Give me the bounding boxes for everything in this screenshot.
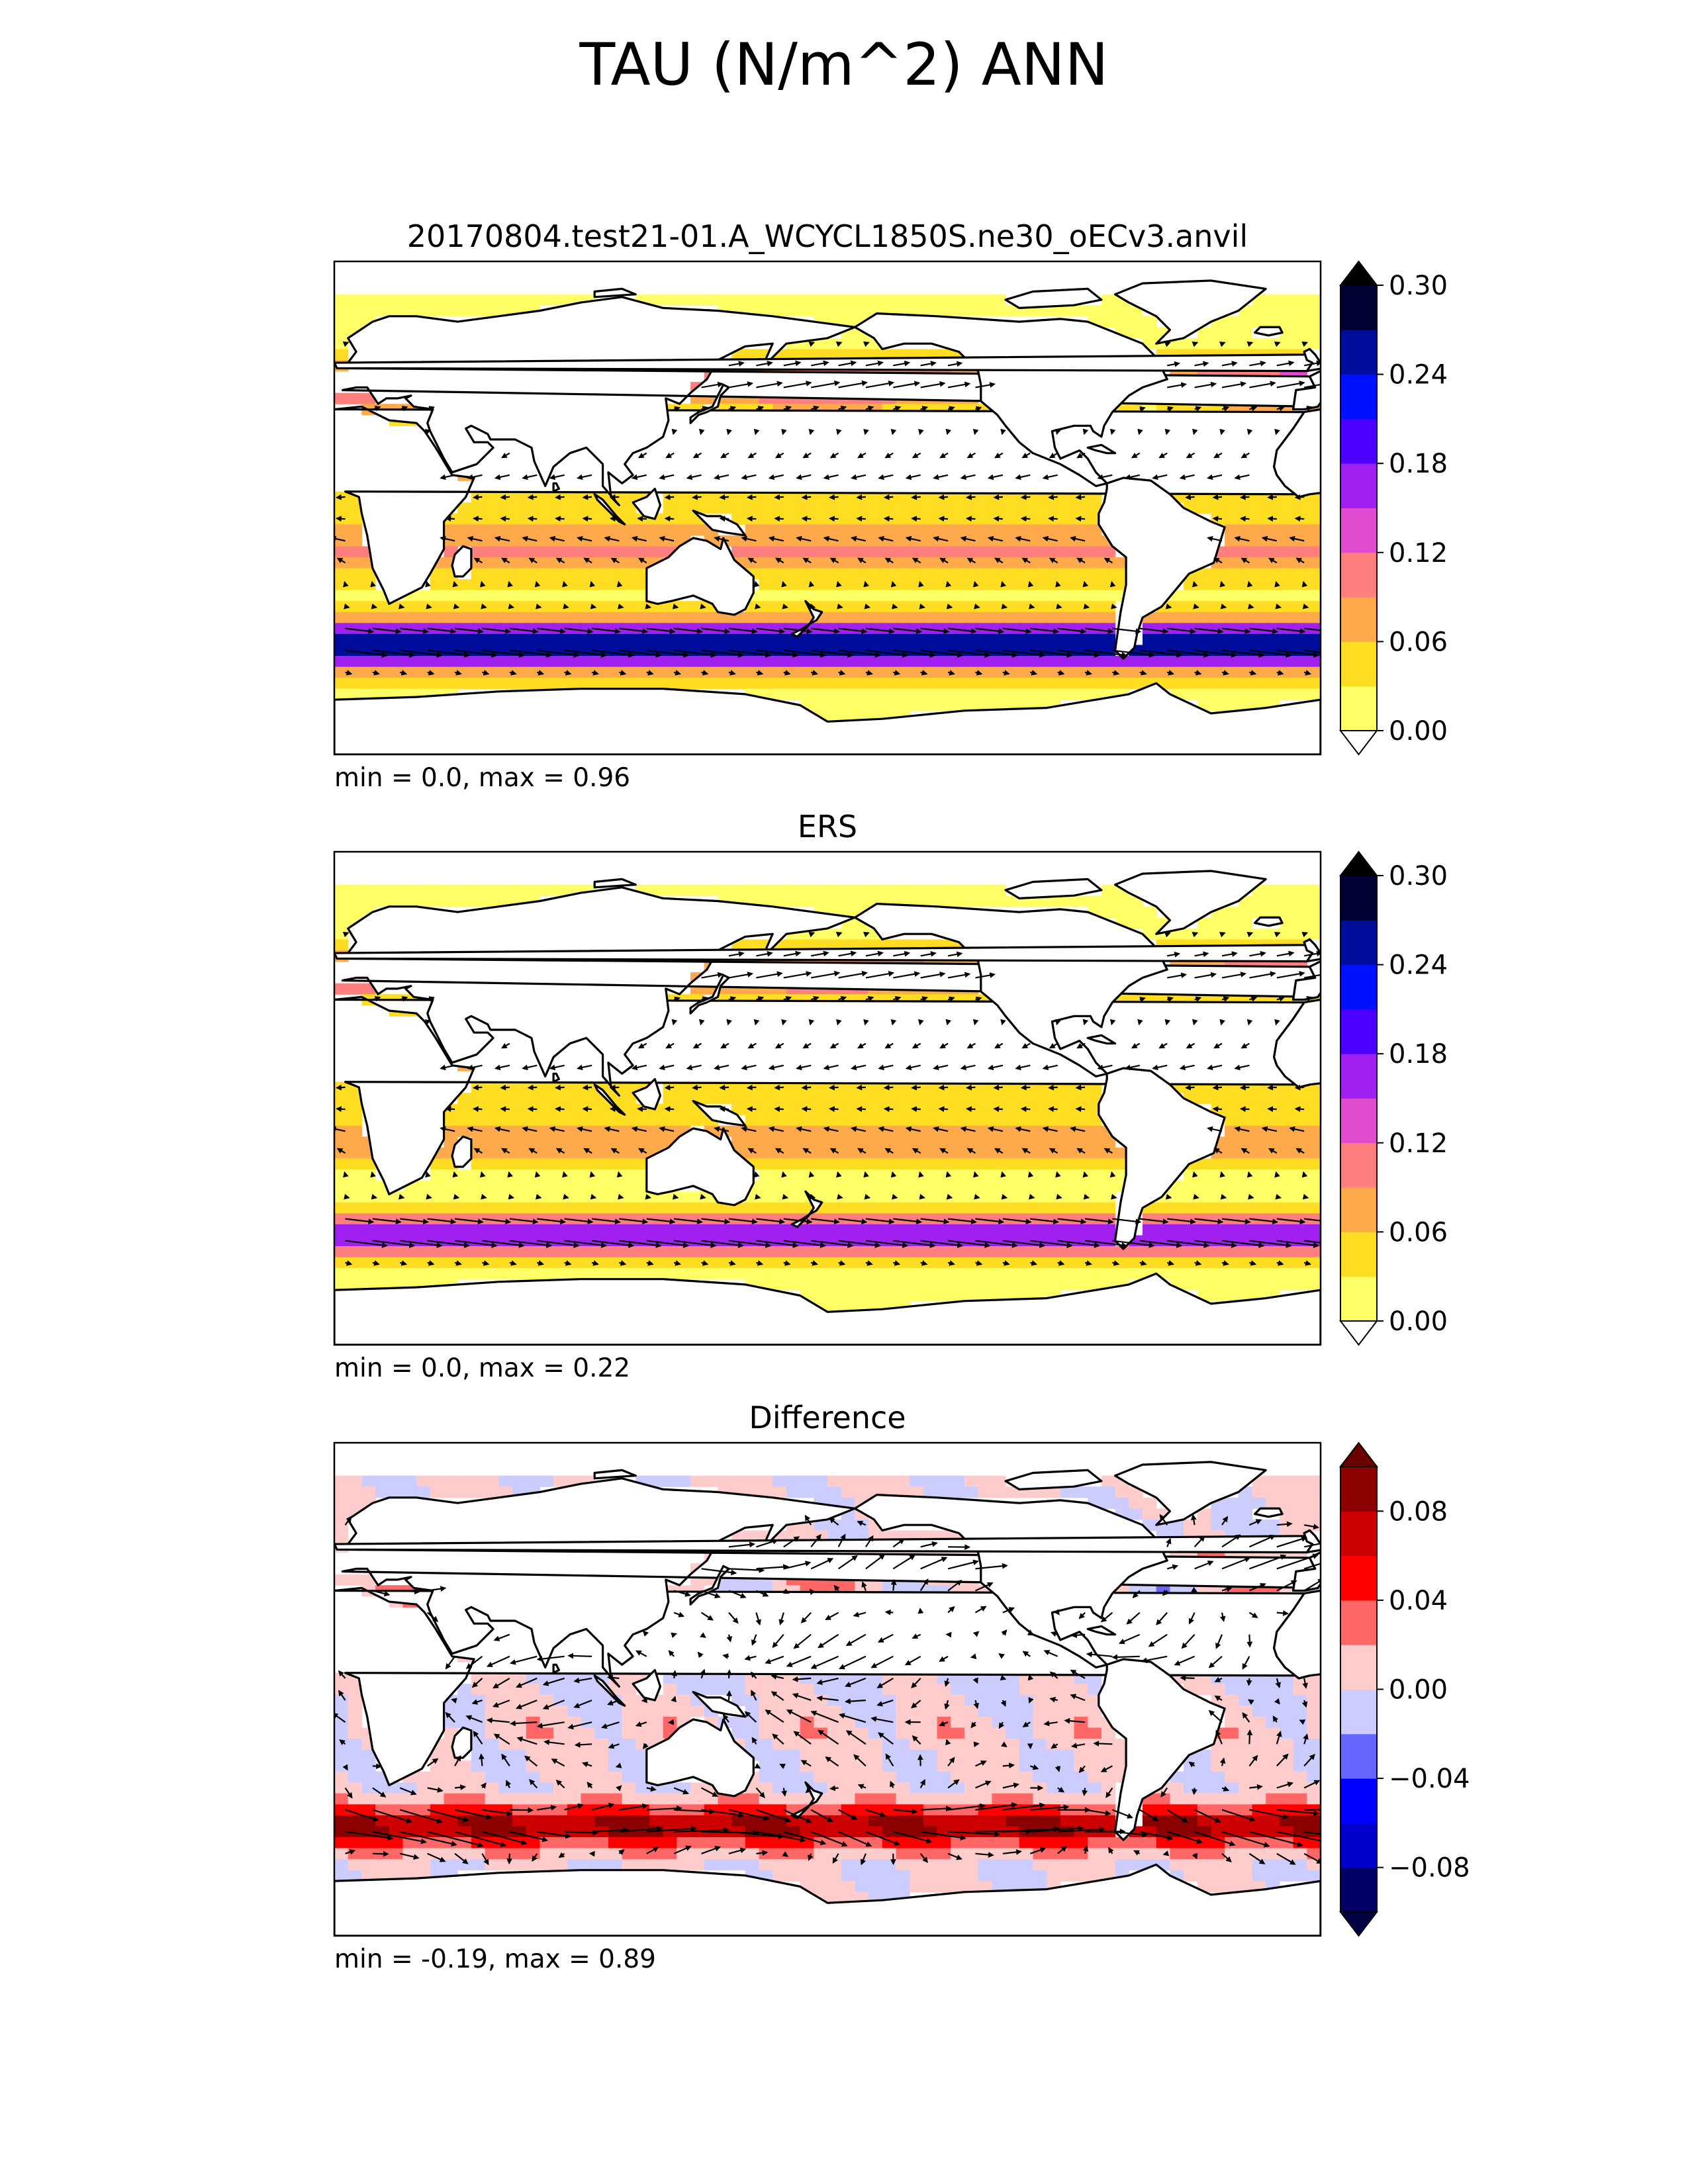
- colorbar-bin: [1340, 418, 1377, 464]
- colorbar-extend-min: [1338, 1320, 1379, 1346]
- colorbar-bin: [1340, 1054, 1377, 1099]
- colorbar-frame: [1340, 875, 1378, 1322]
- colorbar-bin: [1340, 920, 1377, 966]
- colorbar: 0.00 0.06 0.12 0.18 0.24 0.30: [1338, 850, 1448, 1346]
- colorbar-tick-label: 0.24: [1389, 950, 1448, 981]
- colorbar-tick-label: 0.12: [1389, 538, 1448, 569]
- colorbar-bin: [1340, 1187, 1377, 1232]
- colorbar-bin: [1340, 1555, 1377, 1601]
- colorbar-bin: [1340, 1511, 1377, 1557]
- colorbar-bin: [1340, 1733, 1377, 1779]
- colorbar-bin: [1340, 876, 1377, 921]
- colorbar-bin: [1340, 374, 1377, 420]
- colorbar-tick-label: −0.04: [1389, 1764, 1470, 1794]
- map-frame: [333, 1441, 1322, 1937]
- stats-text: min = -0.19, max = 0.89: [334, 1944, 656, 1974]
- coastlines: [334, 279, 1321, 754]
- colorbar-extend-max: [1338, 1441, 1379, 1467]
- colorbar-bin: [1340, 1689, 1377, 1735]
- colorbar-tick-label: 0.04: [1389, 1586, 1448, 1616]
- colorbar-tick-label: 0.30: [1389, 271, 1448, 301]
- colorbar-bin: [1340, 686, 1377, 731]
- colorbar-extend-min: [1338, 1911, 1379, 1937]
- colorbar-bin: [1340, 1142, 1377, 1188]
- colorbar-bin: [1340, 285, 1377, 330]
- colorbar-tick-label: 0.06: [1389, 627, 1448, 657]
- map-frame: [333, 260, 1322, 756]
- colorbar-bin: [1340, 1600, 1377, 1645]
- colorbar-bin: [1340, 1098, 1377, 1144]
- colorbar-bin: [1340, 508, 1377, 553]
- colorbar-tick-label: 0.00: [1389, 1675, 1448, 1706]
- colorbar-tick-label: 0.30: [1389, 861, 1448, 891]
- colorbar-bin: [1340, 1867, 1377, 1913]
- colorbar-tick-label: 0.18: [1389, 449, 1448, 479]
- colorbar-bin: [1340, 1778, 1377, 1823]
- contour-field: [334, 1443, 1321, 1936]
- panel-2: ERS min = 0.0, max = 0.22 0.00 0.06 0.12 0.18…: [333, 809, 1448, 1383]
- contour-field: [334, 261, 1321, 754]
- wind-vectors: [334, 341, 1321, 676]
- colorbar-tick-label: 0.00: [1389, 716, 1448, 747]
- colorbar: −0.08 −0.04 0.00 0.04 0.08: [1338, 1441, 1470, 1937]
- coastlines: [334, 870, 1321, 1345]
- stats-text: min = 0.0, max = 0.96: [334, 763, 630, 793]
- coastlines: [334, 1461, 1321, 1936]
- colorbar-tick-label: 0.12: [1389, 1128, 1448, 1159]
- panel-1: 20170804.test21-01.A_WCYCL1850S.ne30_oEC…: [333, 218, 1448, 793]
- colorbar-tick-label: 0.18: [1389, 1039, 1448, 1069]
- panel-title: Difference: [749, 1400, 906, 1435]
- map-frame: [333, 850, 1322, 1346]
- colorbar-bin: [1340, 1232, 1377, 1277]
- colorbar-tick-label: 0.00: [1389, 1306, 1448, 1337]
- colorbar-bin: [1340, 1276, 1377, 1322]
- colorbar-bin: [1340, 964, 1377, 1010]
- colorbar-extend-max: [1338, 850, 1379, 876]
- colorbar-bin: [1340, 1467, 1377, 1512]
- stats-text: min = 0.0, max = 0.22: [334, 1353, 630, 1383]
- colorbar-tick-label: 0.24: [1389, 360, 1448, 390]
- colorbar-frame: [1340, 285, 1378, 731]
- panel-title: 20170804.test21-01.A_WCYCL1850S.ne30_oEC…: [407, 218, 1248, 254]
- panel-title: ERS: [798, 809, 857, 844]
- colorbar-tick-label: 0.06: [1389, 1217, 1448, 1248]
- figure-title: TAU (N/m^2) ANN: [579, 30, 1109, 99]
- colorbar-bin: [1340, 1823, 1377, 1868]
- colorbar: 0.00 0.06 0.12 0.18 0.24 0.30: [1338, 260, 1448, 756]
- colorbar-bin: [1340, 330, 1377, 375]
- wind-vectors: [334, 1514, 1321, 1866]
- wind-vectors: [334, 931, 1321, 1266]
- contour-field: [334, 852, 1321, 1345]
- colorbar-tick-label: −0.08: [1389, 1853, 1470, 1884]
- colorbar-tick-label: 0.08: [1389, 1496, 1448, 1527]
- colorbar-bin: [1340, 1645, 1377, 1690]
- colorbar-bin: [1340, 552, 1377, 598]
- colorbar-extend-max: [1338, 260, 1379, 286]
- colorbar-bin: [1340, 597, 1377, 642]
- colorbar-bin: [1340, 1009, 1377, 1054]
- colorbar-bin: [1340, 463, 1377, 508]
- colorbar-bin: [1340, 641, 1377, 687]
- colorbar-extend-min: [1338, 730, 1379, 756]
